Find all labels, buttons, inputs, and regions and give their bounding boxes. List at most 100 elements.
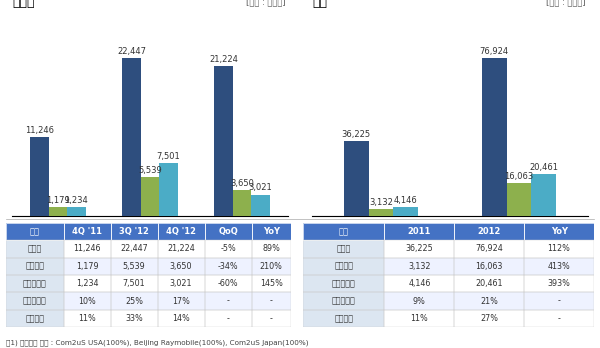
Text: 76,924: 76,924 bbox=[475, 244, 503, 253]
Text: -: - bbox=[557, 296, 560, 306]
Text: 순이익률: 순이익률 bbox=[25, 314, 44, 323]
Text: 3Q '12: 3Q '12 bbox=[119, 227, 149, 236]
Bar bbox=[251, 310, 291, 327]
Text: -5%: -5% bbox=[220, 244, 236, 253]
Text: 4,146: 4,146 bbox=[408, 279, 431, 288]
Text: 7,501: 7,501 bbox=[157, 152, 180, 161]
Text: 9%: 9% bbox=[413, 296, 426, 306]
Text: -: - bbox=[270, 296, 273, 306]
Bar bbox=[454, 292, 524, 310]
Bar bbox=[110, 310, 158, 327]
Bar bbox=[158, 275, 205, 292]
Bar bbox=[205, 310, 251, 327]
Text: 영업이익: 영업이익 bbox=[334, 262, 353, 271]
Bar bbox=[233, 190, 251, 216]
Text: 21%: 21% bbox=[481, 296, 498, 306]
Text: 순이익률: 순이익률 bbox=[334, 314, 353, 323]
Bar bbox=[158, 240, 205, 258]
Text: 1,179: 1,179 bbox=[76, 262, 98, 271]
Bar bbox=[454, 223, 524, 240]
Text: 14%: 14% bbox=[172, 314, 190, 323]
Text: 17%: 17% bbox=[172, 296, 190, 306]
Text: 11%: 11% bbox=[410, 314, 428, 323]
Legend: 매출액, 영업이익, 당기순이익: 매출액, 영업이익, 당기순이익 bbox=[402, 234, 498, 249]
Bar bbox=[454, 258, 524, 275]
Bar bbox=[110, 275, 158, 292]
Bar bbox=[6, 240, 64, 258]
Text: 4Q '12: 4Q '12 bbox=[166, 227, 196, 236]
Bar bbox=[251, 292, 291, 310]
Text: 1,234: 1,234 bbox=[76, 279, 98, 288]
Bar bbox=[303, 240, 385, 258]
Bar bbox=[385, 240, 454, 258]
Bar bbox=[158, 258, 205, 275]
Text: 210%: 210% bbox=[260, 262, 283, 271]
Bar bbox=[251, 240, 291, 258]
Bar bbox=[303, 223, 385, 240]
Text: 11%: 11% bbox=[78, 314, 96, 323]
Bar bbox=[251, 223, 291, 240]
Bar bbox=[524, 240, 594, 258]
Text: 10%: 10% bbox=[78, 296, 96, 306]
Bar bbox=[385, 275, 454, 292]
Bar bbox=[368, 209, 394, 216]
Text: 21,224: 21,224 bbox=[209, 55, 238, 64]
Text: 매출액: 매출액 bbox=[337, 244, 351, 253]
Text: [단위 : 백만원]: [단위 : 백만원] bbox=[545, 0, 585, 6]
Bar bbox=[205, 240, 251, 258]
Bar bbox=[385, 292, 454, 310]
Text: 1,179: 1,179 bbox=[46, 196, 70, 205]
Bar bbox=[6, 310, 64, 327]
Text: 3,021: 3,021 bbox=[170, 279, 193, 288]
Text: 4,146: 4,146 bbox=[394, 196, 418, 205]
Text: 11,246: 11,246 bbox=[25, 126, 54, 135]
Bar bbox=[385, 258, 454, 275]
Text: 393%: 393% bbox=[548, 279, 571, 288]
Text: 27%: 27% bbox=[480, 314, 498, 323]
Text: -34%: -34% bbox=[218, 262, 238, 271]
Text: 76,924: 76,924 bbox=[479, 47, 509, 56]
Bar bbox=[524, 223, 594, 240]
Bar bbox=[110, 258, 158, 275]
Bar bbox=[251, 195, 269, 216]
Bar bbox=[6, 292, 64, 310]
Bar bbox=[214, 66, 233, 216]
Bar bbox=[67, 207, 86, 216]
Bar bbox=[344, 141, 368, 216]
Text: -: - bbox=[270, 314, 273, 323]
Text: 4Q '11: 4Q '11 bbox=[72, 227, 102, 236]
Text: 영업이익률: 영업이익률 bbox=[23, 296, 47, 306]
Bar bbox=[159, 163, 178, 216]
Text: 당기순이익: 당기순이익 bbox=[23, 279, 47, 288]
Bar bbox=[385, 223, 454, 240]
Text: -: - bbox=[557, 314, 560, 323]
Bar bbox=[205, 258, 251, 275]
Bar bbox=[6, 275, 64, 292]
Legend: 매출액, 영업이익, 당기순이익: 매출액, 영업이익, 당기순이익 bbox=[102, 234, 198, 249]
Bar bbox=[64, 258, 110, 275]
Text: 3,132: 3,132 bbox=[408, 262, 431, 271]
Text: 112%: 112% bbox=[548, 244, 571, 253]
Bar bbox=[6, 258, 64, 275]
Text: 20,461: 20,461 bbox=[475, 279, 503, 288]
Bar bbox=[385, 310, 454, 327]
Text: 3,132: 3,132 bbox=[369, 198, 393, 207]
Bar bbox=[506, 183, 532, 216]
Text: 22,447: 22,447 bbox=[117, 47, 146, 56]
Text: 21,224: 21,224 bbox=[167, 244, 195, 253]
Text: 1,234: 1,234 bbox=[65, 196, 88, 205]
Bar bbox=[524, 275, 594, 292]
Bar bbox=[122, 58, 141, 216]
Bar bbox=[158, 223, 205, 240]
Bar bbox=[532, 174, 556, 216]
Text: 주1) 연결대상 회사 : Com2uS USA(100%), Beijing Raymobile(100%), Com2uS Japan(100%): 주1) 연결대상 회사 : Com2uS USA(100%), Beijing … bbox=[6, 340, 308, 346]
Bar bbox=[205, 292, 251, 310]
Text: 영업이익: 영업이익 bbox=[25, 262, 44, 271]
Bar bbox=[6, 223, 64, 240]
Text: 11,246: 11,246 bbox=[73, 244, 101, 253]
Text: -60%: -60% bbox=[218, 279, 238, 288]
Text: YoY: YoY bbox=[551, 227, 568, 236]
Text: -: - bbox=[227, 314, 230, 323]
Bar bbox=[394, 207, 418, 216]
Text: 413%: 413% bbox=[548, 262, 571, 271]
